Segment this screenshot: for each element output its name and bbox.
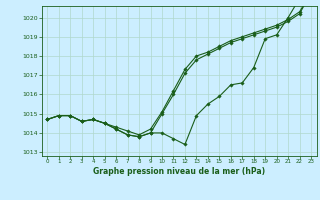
X-axis label: Graphe pression niveau de la mer (hPa): Graphe pression niveau de la mer (hPa)	[93, 167, 265, 176]
